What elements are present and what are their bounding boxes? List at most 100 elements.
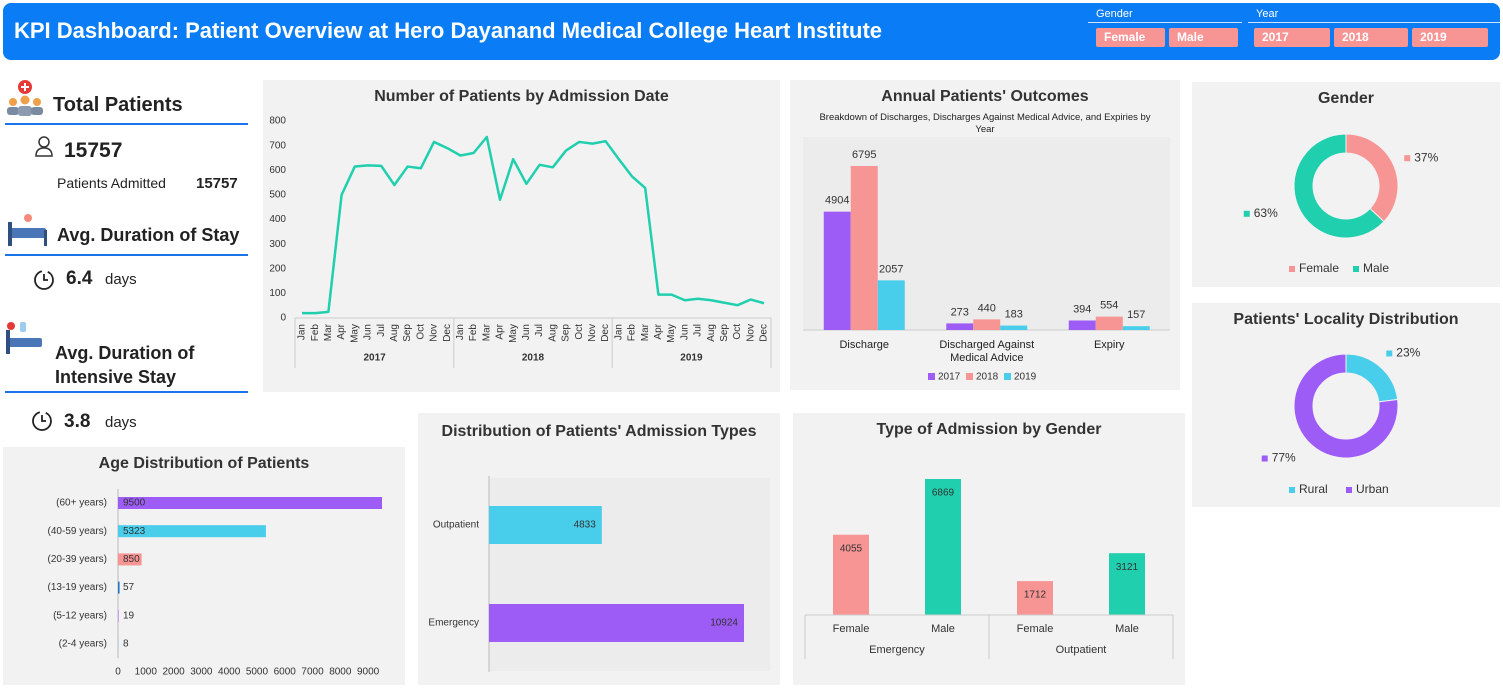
x-tick-label: Feb [468,324,479,342]
y-tick-label: 400 [269,214,286,225]
legend-label: Female [1299,261,1339,275]
x-tick-label: Jul [534,324,545,337]
x-tick-label: May [349,324,360,343]
chart-title: Distribution of Patients' Admission Type… [441,423,757,440]
age-panel: (60+ years) 9500 (40-59 years) 5323 (20-39 y… [3,447,405,685]
y-tick-label: 700 [269,140,286,151]
x-tick-label: Apr [653,323,664,339]
slicer-button[interactable]: 2019 [1412,28,1488,47]
x-tick-label: Sep [402,324,413,342]
kpi-value: 15757 [64,139,123,162]
x-tick-label: Aug [706,324,717,342]
x-tick-label: Discharged Against Medical Advice [939,339,1035,364]
y-tick-label: 500 [269,190,286,201]
data-label: 2057 [879,263,903,275]
x-tick-label: Nov [587,324,598,342]
kpi-rule [5,123,248,125]
kpi-sub-label: Patients Admitted [57,175,166,191]
x-tick-label: Male [1115,623,1139,635]
data-label: 8 [123,639,129,650]
kpi-value: 3.8 [64,411,91,432]
gender-panel: 37% 63% Female Male Gender [1192,82,1500,287]
x-tick-label: 2000 [162,667,185,678]
kpi-title: Avg. Duration of Stay [57,225,240,245]
kpi-rule [5,254,248,256]
y-tick-label: (20-39 years) [48,554,107,565]
admission-types-panel: Outpatient 4833 Emergency 10924 Distribution… [418,413,780,685]
y-tick-label: (13-19 years) [48,582,107,593]
outcomes-panel: 4904 6795 2057 273 440 183 394 554 157 2017 2018 20… [790,80,1180,390]
x-tick-label: Jul [376,324,387,337]
kpi-unit: days [105,414,137,431]
kpi-rule [5,391,248,393]
x-tick-label: Oct [415,324,426,340]
header-title: KPI Dashboard: Patient Overview at Hero … [14,18,883,43]
data-label: 157 [1127,309,1145,321]
x-tick-label: Feb [627,324,638,342]
donut-slice [1293,353,1399,459]
legend-swatch [1004,373,1011,380]
group-label: 2019 [680,353,703,364]
x-tick-label: Nov [429,324,440,342]
kpi-title: Avg. Duration of Intensive Stay [55,343,195,387]
donut-slice [1345,353,1399,403]
x-tick-label: 1000 [135,667,158,678]
chart-title: Annual Patients' Outcomes [881,88,1089,105]
bar [489,506,602,544]
data-label: 394 [1073,303,1091,315]
legend-label: 2017 [938,372,961,383]
data-label: 850 [123,554,140,565]
bar [833,534,869,615]
bar [850,166,878,330]
data-label: 6795 [852,149,876,161]
header-bar [3,3,1500,60]
admission-gender-panel: 4055 Female 6869 Male 1712 Female 3121 Male Emer… [793,413,1185,685]
data-label: 57 [123,582,135,593]
y-tick-label: Outpatient [433,520,479,531]
slicer-button[interactable]: Male [1169,28,1238,47]
kpi-title: Total Patients [53,94,183,116]
x-tick-label: Mar [323,323,334,341]
x-tick-label: Male [931,623,955,635]
slicer-button[interactable]: 2017 [1254,28,1330,47]
data-label: 4904 [825,195,849,207]
x-tick-label: Dec [442,324,453,342]
chart: 37% 63% Female Male [1243,133,1439,275]
x-tick-label: Oct [574,324,585,340]
x-tick-label: 9000 [357,667,380,678]
data-label: 6869 [932,488,955,499]
x-tick-label: Female [833,623,870,635]
x-tick-label: Apr [336,323,347,339]
data-label: 37% [1414,150,1438,164]
bar [877,280,905,330]
slicer-label: Gender [1096,8,1133,20]
kpi-value: 6.4 [66,268,93,289]
x-tick-label: Oct [732,324,743,340]
x-tick-label: Nov [745,324,756,342]
bar [118,609,119,622]
x-tick-label: Jan [613,324,624,340]
x-tick-label: May [508,324,519,343]
x-tick-label: Jan [297,324,308,340]
bar [973,319,1001,330]
label-marker [1261,455,1268,462]
slicer-button[interactable]: Female [1096,28,1165,47]
bar [1109,553,1145,615]
y-tick-label: (5-12 years) [53,610,107,621]
y-tick-label: (2-4 years) [59,639,107,650]
y-tick-label: 800 [269,116,286,127]
data-label: 4055 [840,543,863,554]
bar [1095,316,1123,330]
chart: (60+ years) 9500 (40-59 years) 5323 (20-39 y… [48,488,382,678]
data-label: 77% [1272,451,1296,465]
x-tick-label: 3000 [190,667,213,678]
legend-label: 2019 [1014,372,1037,383]
slicer-button[interactable]: 2018 [1334,28,1408,47]
bar [925,479,961,615]
chart: 4904 6795 2057 273 440 183 394 554 157 2017 2018 20… [803,137,1170,383]
chart-title: Number of Patients by Admission Date [374,88,669,105]
x-tick-label: 4000 [218,667,241,678]
data-label: 5323 [123,526,146,537]
